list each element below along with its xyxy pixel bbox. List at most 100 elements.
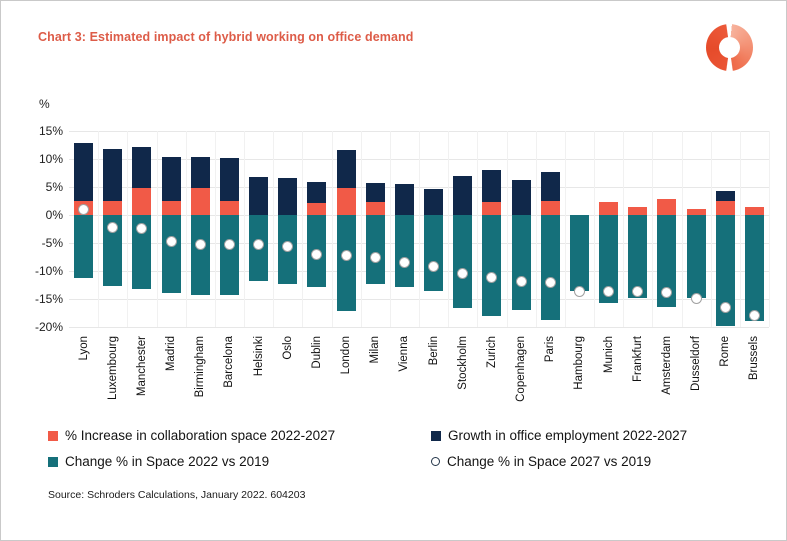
bar-segment-employment <box>74 142 94 201</box>
x-tick-label: Paris <box>542 336 558 362</box>
x-axis: Lyon Luxembourg Manchester Madrid Birmingham… <box>69 327 769 431</box>
x-tick-label-text: Brussels <box>748 336 761 381</box>
column-separator <box>214 131 216 327</box>
y-tick-label: 15% <box>38 124 63 138</box>
x-tick-label-text: Helsinki <box>252 336 265 377</box>
bar-segment-employment <box>103 148 123 201</box>
space-2027-dot <box>369 251 381 263</box>
schroders-logo-icon <box>706 24 753 71</box>
legend-swatch-space-2027-circle-icon <box>431 457 440 466</box>
bar-segment-space-2022 <box>628 215 648 299</box>
chart-title: Chart 3: Estimated impact of hybrid work… <box>38 30 414 44</box>
x-tick-label: Hambourg <box>571 336 587 390</box>
space-2027-dot <box>282 241 294 253</box>
x-tick-label: Dublin <box>309 336 325 369</box>
column-separator <box>710 131 712 327</box>
bar-segment-collaboration <box>482 202 502 215</box>
space-2027-dot <box>573 285 585 297</box>
y-tick-label: -10% <box>34 264 63 278</box>
space-2027-dot <box>719 301 731 313</box>
column-separator <box>360 131 362 327</box>
x-tick-label: Brussels <box>746 336 762 380</box>
legend-item-space-2022: Change % in Space 2022 vs 2019 <box>48 454 431 469</box>
bar-segment-space-2022 <box>161 215 181 294</box>
space-2027-dot <box>78 204 90 216</box>
bar-segment-employment <box>190 157 210 188</box>
column-separator <box>535 131 537 327</box>
column-separator <box>681 131 683 327</box>
column-separator <box>623 131 625 327</box>
bar-segment-collaboration <box>365 201 385 215</box>
bar-segment-employment <box>249 176 269 215</box>
y-tick-label: -5% <box>41 236 63 250</box>
bar-segment-employment <box>715 191 735 201</box>
bar-segment-space-2022 <box>453 215 473 308</box>
space-2027-dot <box>165 236 177 248</box>
bar-segment-collaboration <box>161 201 181 215</box>
x-tick-label-text: Birmingham <box>194 336 207 398</box>
plot-area <box>69 131 770 328</box>
column-separator <box>564 131 566 327</box>
bar-segment-employment <box>219 158 239 201</box>
bar-segment-space-2022 <box>336 215 356 311</box>
column-separator <box>652 131 654 327</box>
space-2027-dot <box>748 310 760 322</box>
bar-segment-space-2022 <box>744 215 764 321</box>
x-tick-label: Munich <box>601 336 617 373</box>
x-tick-label: Vienna <box>396 336 412 372</box>
y-tick-label: -20% <box>34 320 63 334</box>
bar-segment-space-2022 <box>686 215 706 298</box>
x-tick-label-text: Barcelona <box>223 336 236 388</box>
bar-segment-space-2022 <box>715 215 735 326</box>
bar-segment-space-2022 <box>103 215 123 286</box>
bar-segment-employment <box>132 147 152 188</box>
bar-segment-collaboration <box>686 209 706 215</box>
x-tick-label-text: Berlin <box>427 336 440 366</box>
y-tick-label: -15% <box>34 292 63 306</box>
x-tick-label-text: Dusseldorf <box>690 336 703 391</box>
bar-segment-collaboration <box>715 201 735 215</box>
x-tick-label: Dusseldorf <box>688 336 704 391</box>
bar-segment-space-2022 <box>482 215 502 316</box>
space-2027-dot <box>223 238 235 250</box>
x-tick-label-text: Dublin <box>310 336 323 369</box>
bar-segment-employment <box>307 181 327 203</box>
column-separator <box>389 131 391 327</box>
y-tick-label: 0% <box>45 208 63 222</box>
space-2027-dot <box>661 287 673 299</box>
column-separator <box>739 131 741 327</box>
x-tick-label: Copenhagen <box>513 336 529 402</box>
x-tick-label-text: Milan <box>369 336 382 364</box>
legend-swatch-collaboration-icon <box>48 430 58 441</box>
x-tick-label-text: Manchester <box>135 336 148 397</box>
x-tick-label: Madrid <box>163 336 179 371</box>
column-separator <box>331 131 333 327</box>
bar-segment-space-2022 <box>190 215 210 295</box>
legend-swatch-employment-icon <box>431 430 441 441</box>
space-2027-dot <box>194 238 206 250</box>
x-tick-label: Barcelona <box>221 336 237 388</box>
column-separator <box>594 131 595 327</box>
legend-label: % Increase in collaboration space 2022-2… <box>65 428 336 443</box>
column-separator <box>156 131 158 327</box>
bar-segment-space-2022 <box>219 215 239 296</box>
bar-segment-collaboration <box>628 207 648 215</box>
x-tick-label-text: Lyon <box>77 336 90 361</box>
space-2027-dot <box>632 286 644 298</box>
x-tick-label: Berlin <box>426 336 442 365</box>
x-tick-label: London <box>338 336 354 374</box>
legend-label: Growth in office employment 2022-2027 <box>448 428 688 443</box>
bar-segment-space-2022 <box>132 215 152 290</box>
space-2027-dot <box>486 272 498 284</box>
space-2027-dot <box>107 221 119 233</box>
x-tick-label-text: Luxembourg <box>106 336 119 400</box>
x-tick-label: Amsterdam <box>659 336 675 395</box>
bar-segment-collaboration <box>190 187 210 215</box>
x-tick-label: Helsinki <box>251 336 267 376</box>
column-separator <box>448 131 450 327</box>
y-axis-unit-label: % <box>39 97 50 111</box>
column-separator <box>273 131 275 327</box>
bar-segment-collaboration <box>307 202 327 215</box>
x-tick-label: Manchester <box>134 336 150 396</box>
